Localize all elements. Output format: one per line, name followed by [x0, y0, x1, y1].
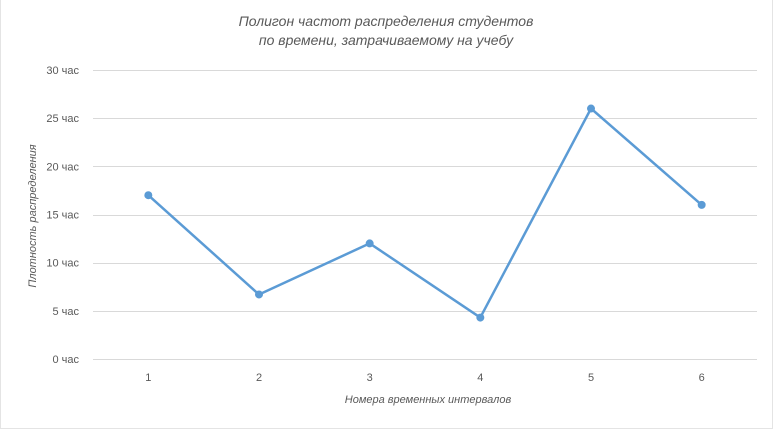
x-tick-label: 2 [256, 372, 262, 384]
x-axis-tick-labels: 1 2 3 4 5 6 [145, 372, 704, 384]
chart-title-line-2: по времени, затрачиваемому на учебу [259, 32, 514, 48]
y-tick-label: 20 час [46, 161, 79, 173]
data-point [587, 104, 595, 113]
y-axis-title: Плотность распределения [27, 144, 39, 287]
y-tick-label: 0 час [52, 354, 79, 366]
y-tick-label: 15 час [46, 210, 79, 222]
x-tick-label: 3 [367, 372, 373, 384]
y-tick-label: 25 час [46, 113, 79, 125]
x-tick-label: 6 [699, 372, 705, 384]
x-tick-label: 1 [145, 372, 151, 384]
series-1 [144, 104, 706, 322]
series-line [147, 107, 703, 319]
y-tick-label: 10 час [46, 258, 79, 270]
y-gridlines [93, 70, 757, 360]
y-tick-label: 30 час [46, 65, 79, 77]
x-axis-title: Номера временных интервалов [345, 394, 512, 406]
data-point [476, 313, 485, 322]
data-point [365, 239, 374, 248]
x-tick-label: 5 [588, 372, 594, 384]
chart-title: Полигон частот распределения студентов п… [239, 13, 534, 48]
x-tick-label: 4 [477, 372, 483, 384]
data-point [697, 200, 706, 209]
chart-title-line-1: Полигон частот распределения студентов [239, 13, 534, 29]
y-axis-tick-labels: 0 час 5 час 10 час 15 час 20 час 25 час 30 час [46, 65, 79, 366]
y-tick-label: 5 час [52, 306, 79, 318]
data-point [144, 191, 153, 200]
data-point [255, 290, 263, 299]
